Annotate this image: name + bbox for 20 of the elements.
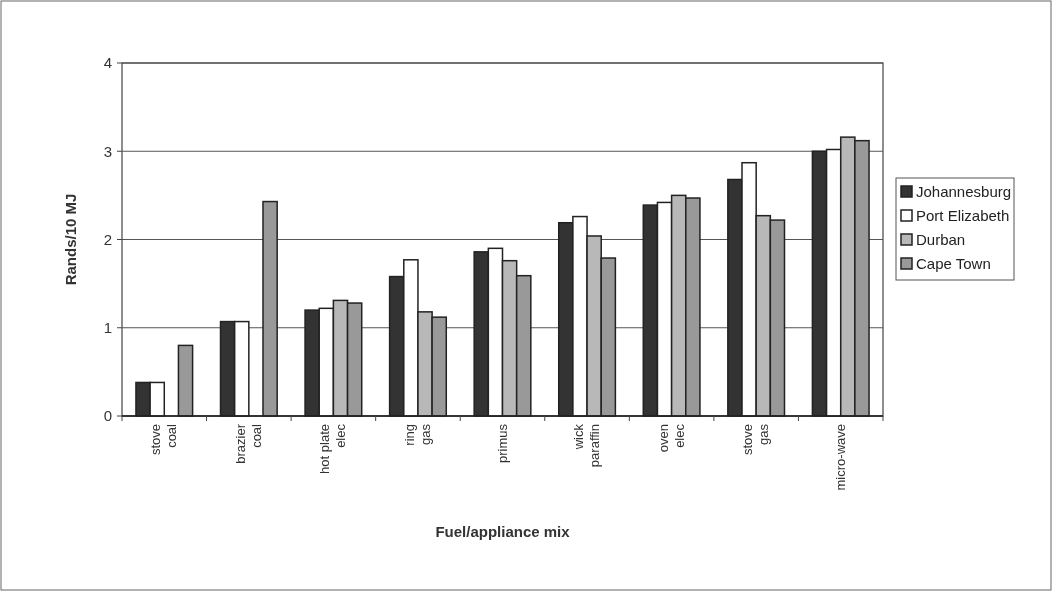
x-tick-label: ring gas [401, 423, 433, 446]
legend-label: Port Elizabeth [916, 207, 1010, 225]
y-tick-label: 0 [103, 407, 112, 425]
x-tick-label: brazier coal [232, 423, 264, 464]
x-tick-label: hot plate elec [317, 423, 349, 474]
y-tick-label: 3 [103, 142, 112, 160]
x-tick-label: wick paraffin [571, 423, 603, 468]
x-tick-label: oven elec [655, 423, 687, 453]
x-tick-label: stove coal [148, 423, 180, 456]
x-tick-label: micro-wave [832, 424, 848, 491]
legend-label: Durban [916, 231, 966, 249]
y-tick-label: 4 [103, 54, 112, 72]
legend-label: Cape Town [916, 255, 991, 273]
legend-label: Johannesburg [916, 183, 1012, 201]
y-tick-label: 2 [103, 230, 112, 248]
x-axis-title: Fuel/appliance mix [435, 523, 571, 540]
y-axis-title: Rands/10 MJ [62, 193, 79, 286]
y-tick-label: 1 [103, 319, 112, 336]
x-tick-label: primus [494, 423, 510, 464]
x-tick-label: stove gas [740, 423, 772, 456]
